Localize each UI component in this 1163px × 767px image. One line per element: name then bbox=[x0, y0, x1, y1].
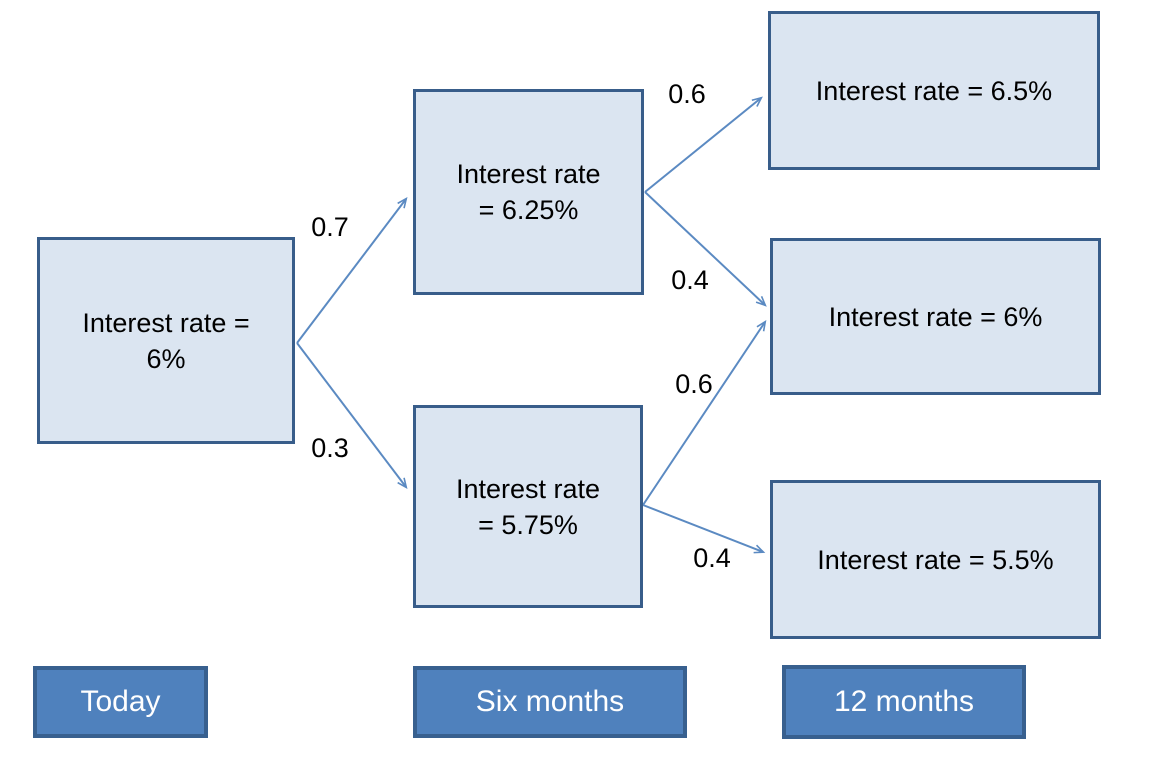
timeline-today-label: Today bbox=[33, 666, 208, 738]
probability-down-label: 0.3 bbox=[311, 433, 349, 463]
node-text-line: Interest rate = 5.5% bbox=[817, 544, 1054, 575]
timeline-label-text: Today bbox=[80, 685, 161, 718]
node-text-line: = 6.25% bbox=[478, 195, 579, 225]
node-12m-down-rate: Interest rate = 5.5% bbox=[770, 480, 1101, 639]
timeline-label-text: Six months bbox=[475, 685, 625, 718]
node-text-line: Interest rate bbox=[456, 159, 601, 189]
probability-up-down-label: 0.4 bbox=[671, 265, 709, 295]
node-today-rate: Interest rate = 6% bbox=[37, 237, 295, 444]
probability-up-label: 0.7 bbox=[311, 212, 349, 242]
node-text-line: Interest rate = 6% bbox=[828, 301, 1043, 332]
node-text-line: = 5.75% bbox=[478, 509, 578, 540]
timeline-twelve-months-label: 12 months bbox=[782, 665, 1026, 739]
node-text-line: Interest rate = bbox=[82, 307, 250, 338]
arrow-today-to-6m-down bbox=[296, 342, 408, 489]
arrow-6m-up-to-12m-mid bbox=[644, 191, 767, 307]
arrow-today-to-6m-up bbox=[296, 197, 408, 344]
timeline-label-text: 12 months bbox=[833, 685, 975, 718]
arrow-6m-down-to-12m-down bbox=[642, 504, 766, 554]
node-12m-mid-rate: Interest rate = 6% bbox=[770, 238, 1101, 395]
probability-down-down-label: 0.4 bbox=[693, 543, 731, 573]
node-12m-up-rate: Interest rate = 6.5% bbox=[768, 11, 1100, 170]
timeline-six-months-label: Six months bbox=[413, 666, 687, 738]
arrow-6m-down-to-12m-mid bbox=[642, 319, 767, 506]
probability-up-up-label: 0.6 bbox=[668, 79, 706, 109]
node-6m-down-rate: Interest rate = 5.75% bbox=[413, 405, 643, 608]
probability-down-up-label: 0.6 bbox=[675, 369, 713, 399]
node-text-line: 6% bbox=[146, 343, 186, 374]
node-text-line: Interest rate = 6.5% bbox=[815, 75, 1053, 106]
node-text-line: Interest rate bbox=[455, 473, 601, 504]
node-6m-up-rate: Interest rate = 6.25% bbox=[413, 89, 644, 295]
arrow-6m-up-to-12m-up bbox=[644, 96, 763, 193]
